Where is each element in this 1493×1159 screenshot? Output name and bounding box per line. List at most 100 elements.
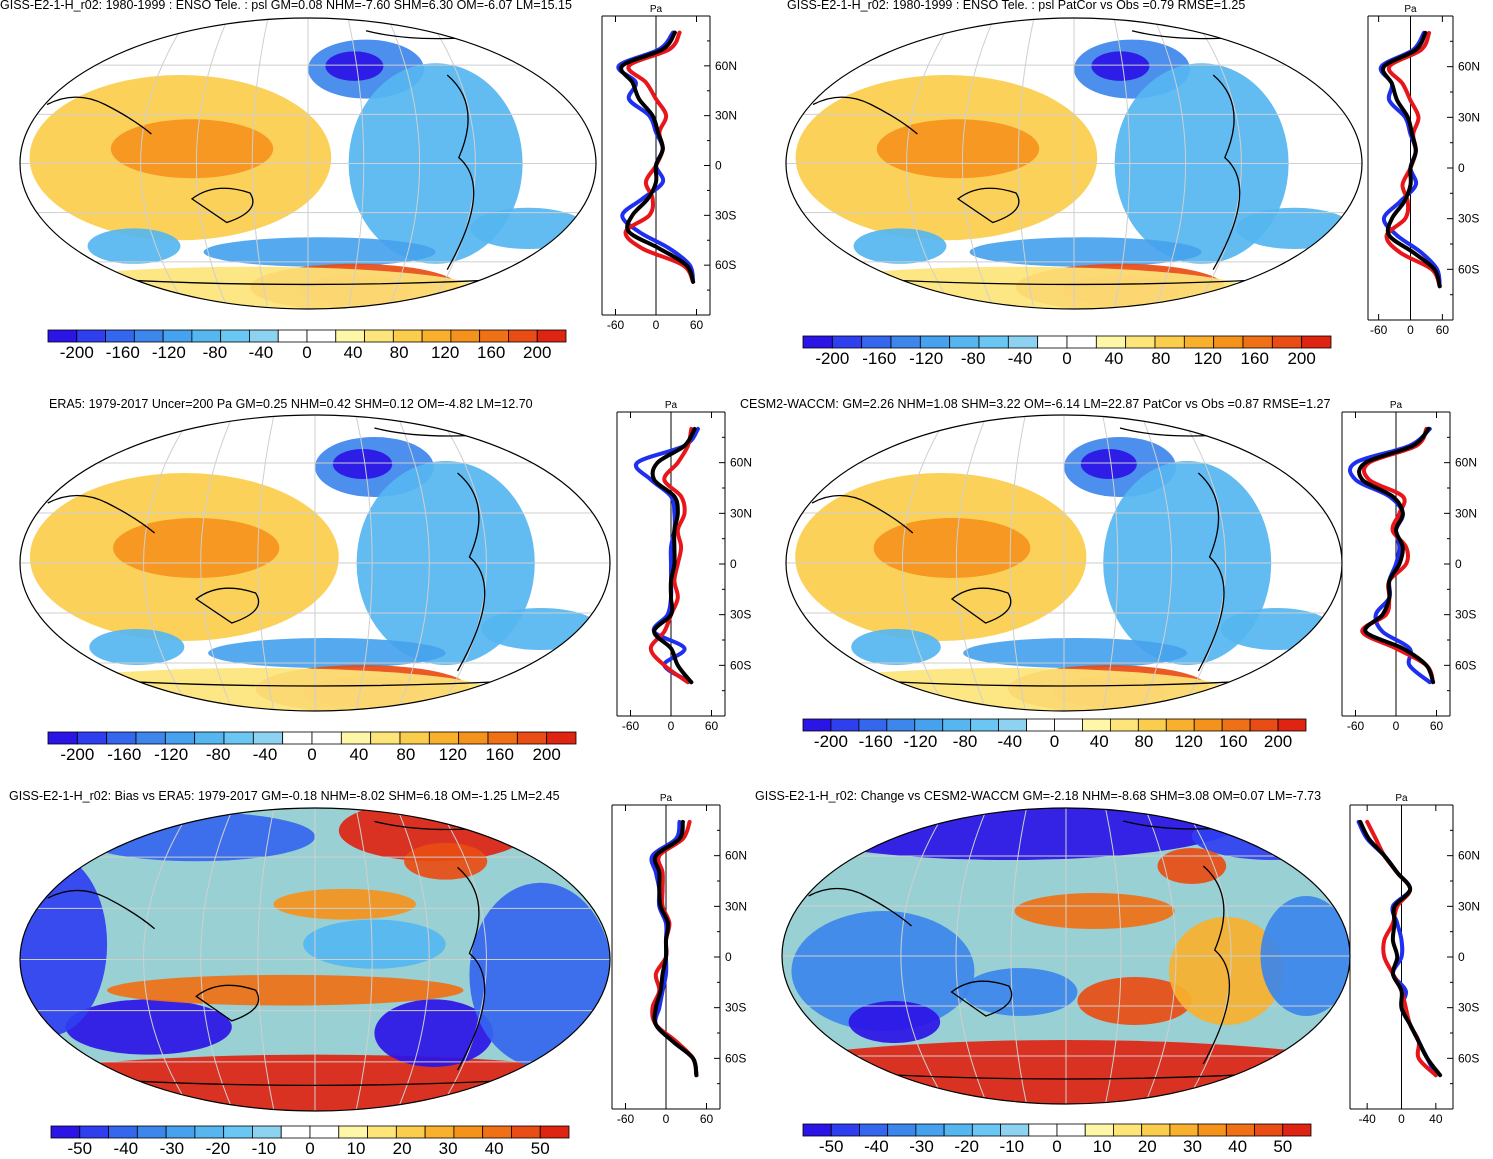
coastline [950, 587, 1012, 624]
coastline [195, 587, 260, 624]
colorbar-swatch [277, 329, 308, 343]
colorbar-swatch [76, 731, 108, 745]
map-blob [65, 999, 232, 1055]
lat-label: 0 [1455, 557, 1462, 571]
lat-label: 60N [725, 849, 747, 863]
graticule-lon [1017, 18, 1035, 309]
obs-series-line [1360, 426, 1436, 685]
enso-map [19, 414, 611, 712]
graticule-lon [195, 18, 230, 309]
colorbar-swatch [191, 329, 222, 343]
colorbar-label: -30 [909, 1137, 934, 1156]
zonal-unit: Pa [650, 4, 663, 15]
graticule-lon [1192, 18, 1242, 309]
graticule-lon [257, 808, 275, 1111]
map-blob [208, 638, 446, 668]
colorbar-swatch [539, 1125, 570, 1139]
colorbar-swatch [914, 718, 944, 732]
colorbar-swatch [511, 1125, 541, 1139]
colorbar-swatch [1084, 1123, 1114, 1137]
map-blob [782, 808, 1238, 860]
panel-title: CESM2-WACCM: GM=2.26 NHM=1.08 SHM=3.22 O… [740, 397, 1331, 411]
lat-label: 30N [1458, 110, 1480, 124]
map-blob [791, 911, 975, 1031]
graticule-lon [1152, 18, 1187, 309]
coastline [1202, 865, 1231, 1065]
map-border [19, 807, 611, 1112]
map-blob [1014, 893, 1175, 929]
colorbar-swatch [802, 718, 832, 732]
lat-label: 60S [1458, 1051, 1479, 1065]
colorbar-swatch [340, 731, 372, 745]
colorbar-swatch [364, 329, 394, 343]
colorbar-swatch [479, 329, 509, 343]
map-blob [332, 449, 393, 479]
colorbar-label: -120 [154, 745, 188, 764]
bias-map [19, 807, 611, 1112]
colorbar-label: 30 [439, 1139, 458, 1158]
colorbar-swatch [1028, 1123, 1058, 1137]
mean-series-line [619, 30, 696, 284]
colorbar-label: 80 [1151, 349, 1170, 368]
colorbar-label: 30 [1183, 1137, 1202, 1156]
colorbar-label: -40 [864, 1137, 889, 1156]
colorbar-label: 160 [1219, 732, 1247, 751]
colorbar-swatch [1026, 718, 1055, 732]
colorbar-swatch [223, 731, 254, 745]
lat-label: 60S [725, 1051, 746, 1065]
zonal-unit: Pa [1390, 400, 1403, 411]
coastline [46, 96, 152, 135]
colorbar-swatch [1277, 718, 1307, 732]
colorbar-swatch [252, 731, 284, 745]
colorbar-swatch [516, 731, 548, 745]
map-field [20, 18, 596, 309]
lat-label: 60N [730, 456, 752, 470]
colorbar-label: 10 [1093, 1137, 1112, 1156]
colorbar-label: -50 [819, 1137, 844, 1156]
lat-label: 30N [715, 109, 737, 123]
colorbar-swatch [450, 329, 481, 343]
graticule-lon [1101, 415, 1119, 711]
x-tick-label: 60 [1430, 719, 1444, 733]
colorbar-swatch [399, 731, 430, 745]
map-blob [1168, 917, 1284, 1025]
map-blob [273, 888, 416, 920]
graticule-lon [900, 808, 950, 1104]
mean-series-line [652, 819, 699, 1078]
colorbar-label: -200 [60, 745, 94, 764]
colorbar-swatch [194, 731, 225, 745]
zonal-unit: Pa [1395, 793, 1408, 804]
map-blob [1077, 977, 1192, 1025]
colorbar: -200 -160 -120 -80 -40 0 40 80 120 160 200 [802, 335, 1332, 368]
graticule-lon [1178, 415, 1226, 711]
x-tick-label: 0 [668, 719, 675, 733]
colorbar-swatch [47, 731, 78, 745]
lat-label: 30S [715, 208, 736, 222]
colorbar-swatch [135, 731, 166, 745]
model-series-line [634, 426, 700, 685]
mean-series-line [1381, 30, 1442, 289]
colorbar-swatch [1113, 1123, 1143, 1137]
colorbar-label: -10 [252, 1139, 277, 1158]
coastline [811, 494, 914, 534]
colorbar-swatch [108, 1125, 138, 1139]
colorbar-swatch [858, 718, 888, 732]
lat-label: 60N [1458, 849, 1480, 863]
graticule-lon [902, 415, 950, 711]
colorbar-swatch [1125, 335, 1156, 349]
map-field [20, 415, 610, 711]
colorbar-label: 120 [1194, 349, 1222, 368]
graticule-lon [1010, 808, 1028, 1104]
map-blob [876, 119, 1040, 179]
colorbar-label: -80 [206, 745, 231, 764]
zonal-mean-plot: Pa 60N 30N 0 30S 60S -40 0 40 [1349, 793, 1480, 1126]
colorbar-swatch [508, 329, 538, 343]
colorbar-swatch [306, 329, 337, 343]
colorbar-swatch [943, 1123, 973, 1137]
colorbar-swatch [1082, 718, 1111, 732]
map-blob [1220, 608, 1333, 650]
colorbar-swatch [79, 1125, 109, 1139]
graticule-lon [355, 415, 373, 711]
lat-label: 0 [715, 159, 722, 173]
graticule-lon [426, 18, 476, 309]
